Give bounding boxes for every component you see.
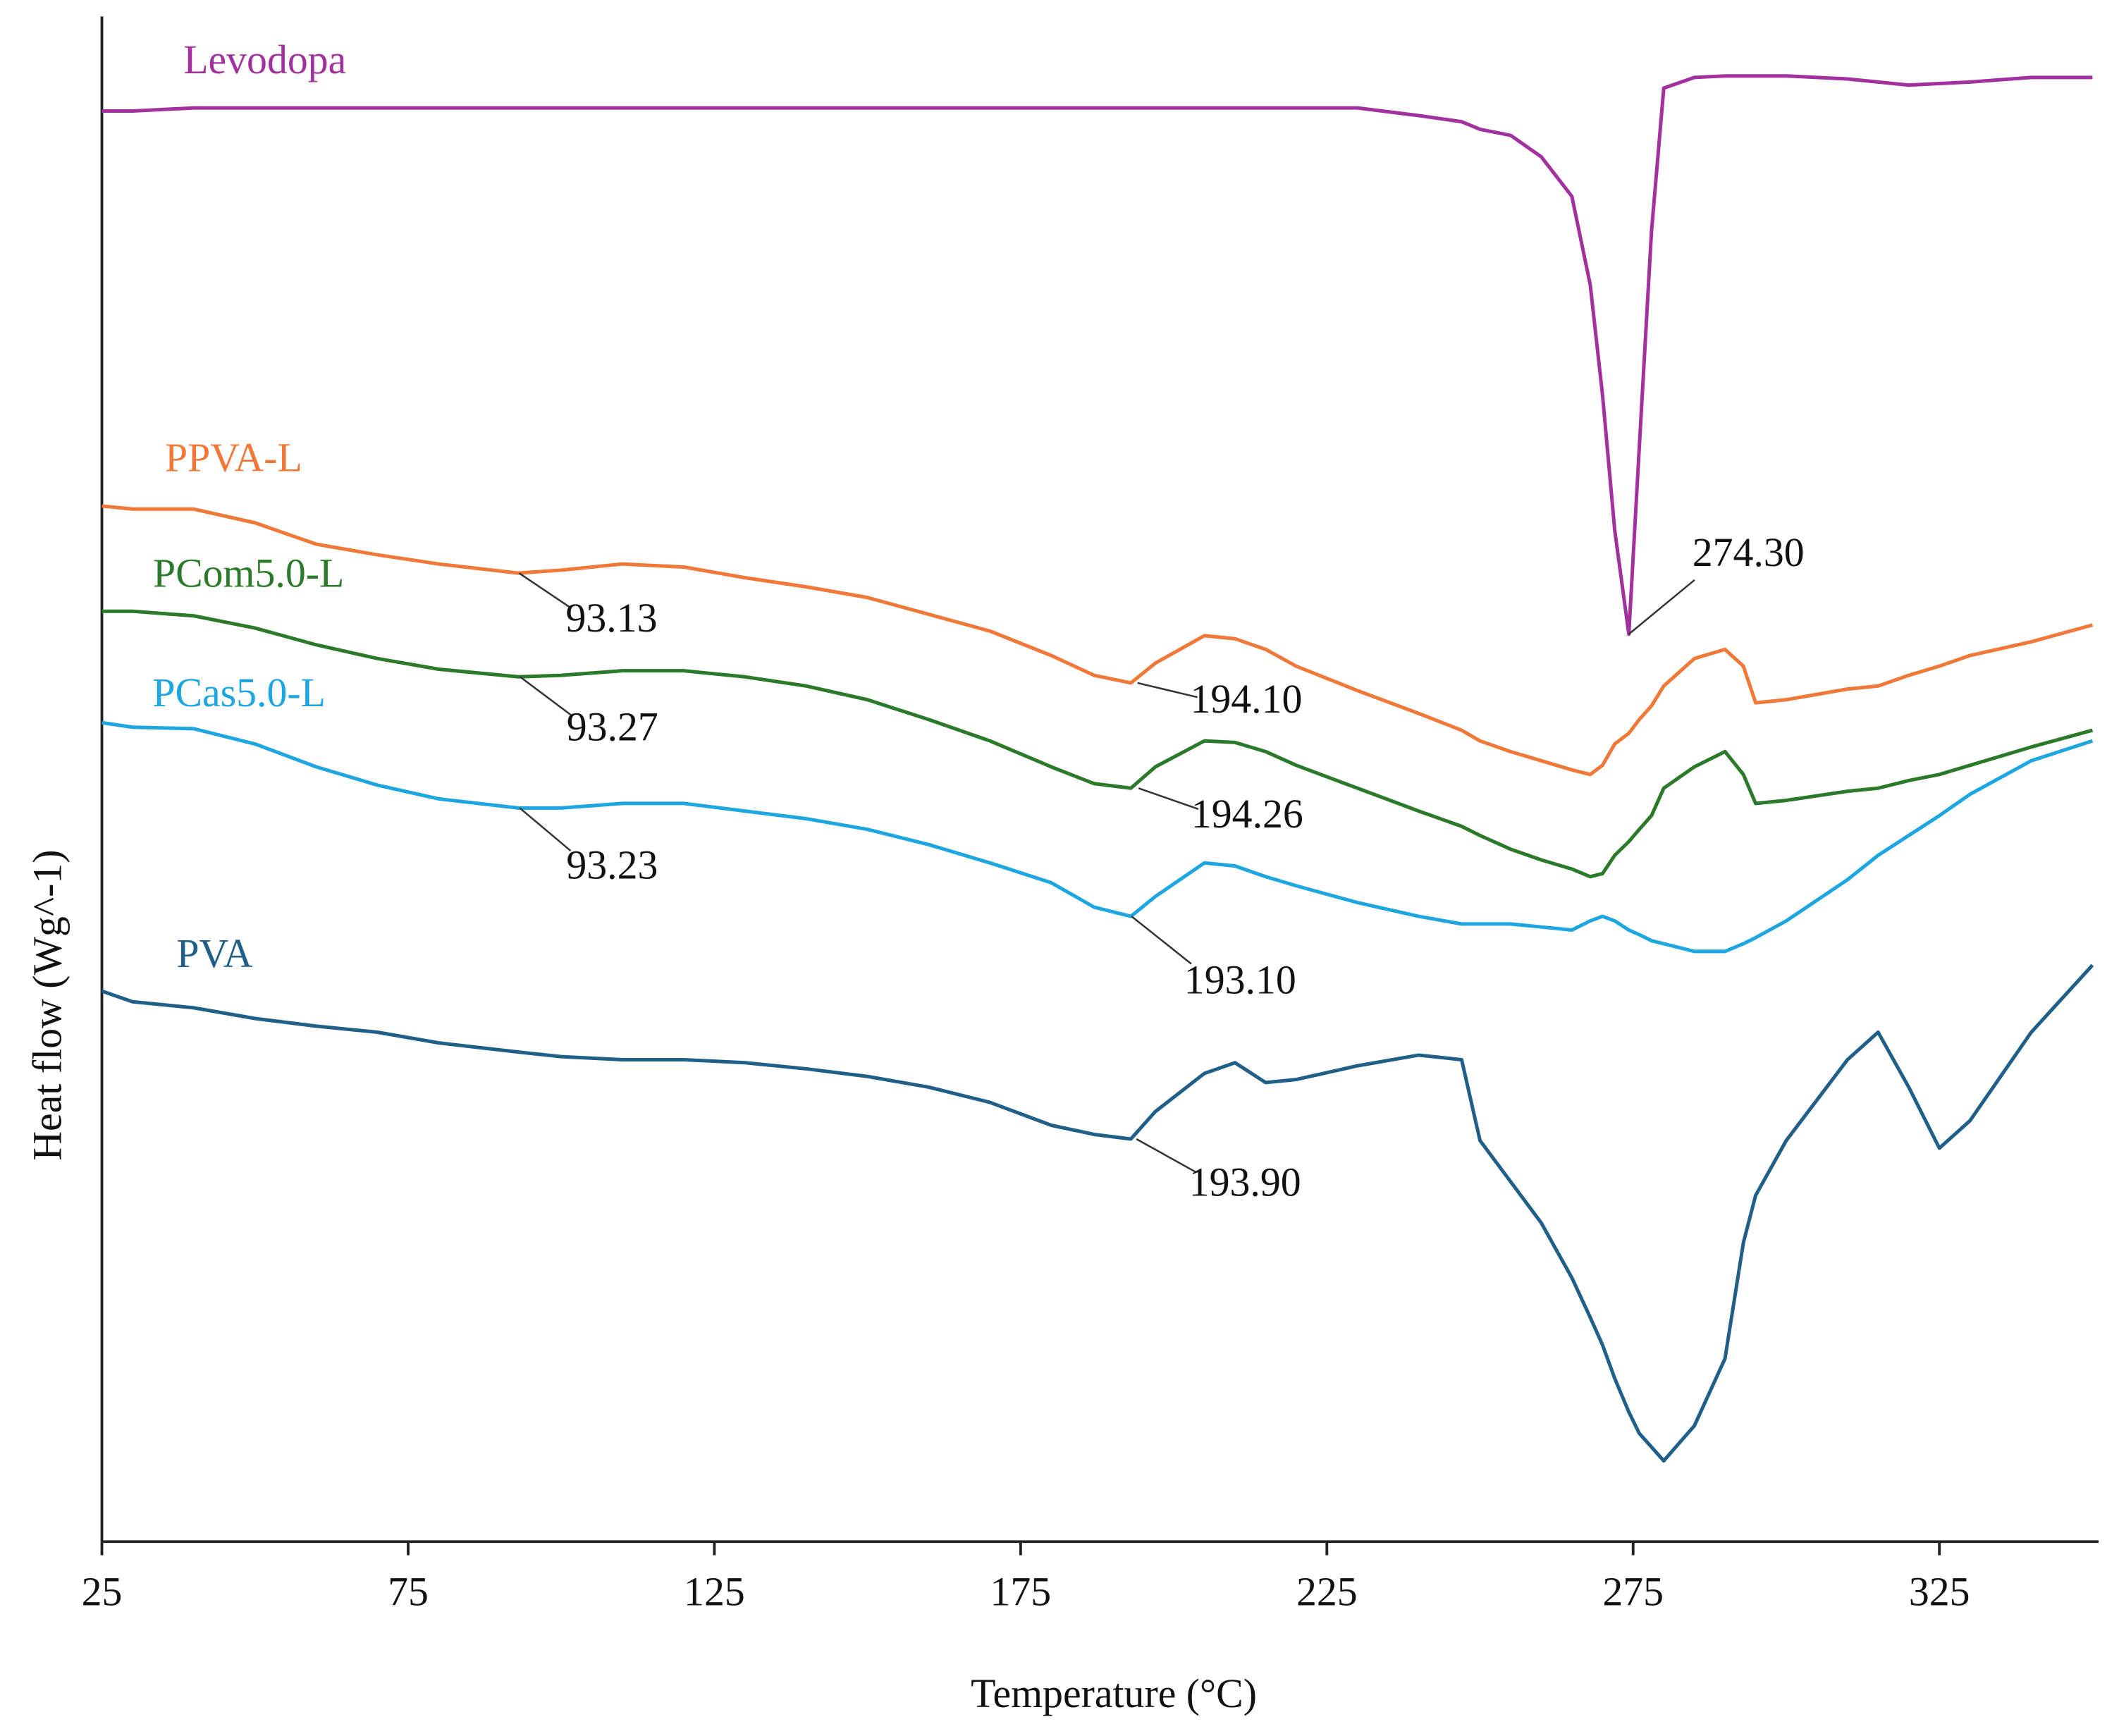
annotation-leader — [518, 572, 571, 608]
legend-label: Levodopa — [183, 37, 346, 82]
legend-label: PVA — [176, 930, 252, 976]
x-tick-label: 325 — [1909, 1569, 1970, 1615]
x-tick-label: 75 — [388, 1569, 429, 1615]
annotation-leader — [519, 807, 572, 852]
y-axis-label: Heat flow (Wg^-1) — [24, 850, 70, 1161]
annotation-label: 93.27 — [567, 704, 658, 750]
annotation-label: 193.90 — [1189, 1159, 1301, 1205]
x-tick-label: 225 — [1296, 1569, 1358, 1615]
annotation-label: 274.30 — [1693, 529, 1805, 575]
x-tick-label: 275 — [1602, 1569, 1664, 1615]
annotation-leader — [519, 676, 572, 716]
annotation-leader — [1136, 1138, 1197, 1174]
annotation-label: 194.26 — [1191, 791, 1303, 837]
annotation-leader — [1137, 682, 1198, 698]
annotation-leader — [1138, 787, 1199, 811]
series-line — [101, 964, 2094, 1463]
annotation-label: 194.10 — [1190, 676, 1302, 722]
x-tick-label: 125 — [684, 1569, 745, 1615]
series-line — [102, 609, 2094, 879]
legend-label: PCas5.0-L — [152, 670, 326, 715]
series-line — [102, 74, 2093, 636]
annotation-label: 193.10 — [1184, 957, 1296, 1003]
annotation-label: 93.23 — [566, 842, 658, 887]
x-axis-label: Temperature (°C) — [971, 1670, 1257, 1716]
annotation-leader — [1628, 579, 1695, 635]
x-tick-label: 25 — [82, 1569, 123, 1615]
annotation-leader — [1131, 916, 1192, 965]
x-tick-label: 175 — [990, 1569, 1052, 1615]
legend-label: PPVA-L — [165, 435, 302, 481]
annotation-label: 93.13 — [566, 595, 658, 641]
series-line — [102, 720, 2094, 954]
series-line — [102, 504, 2094, 777]
legend-label: PCom5.0-L — [153, 550, 344, 596]
